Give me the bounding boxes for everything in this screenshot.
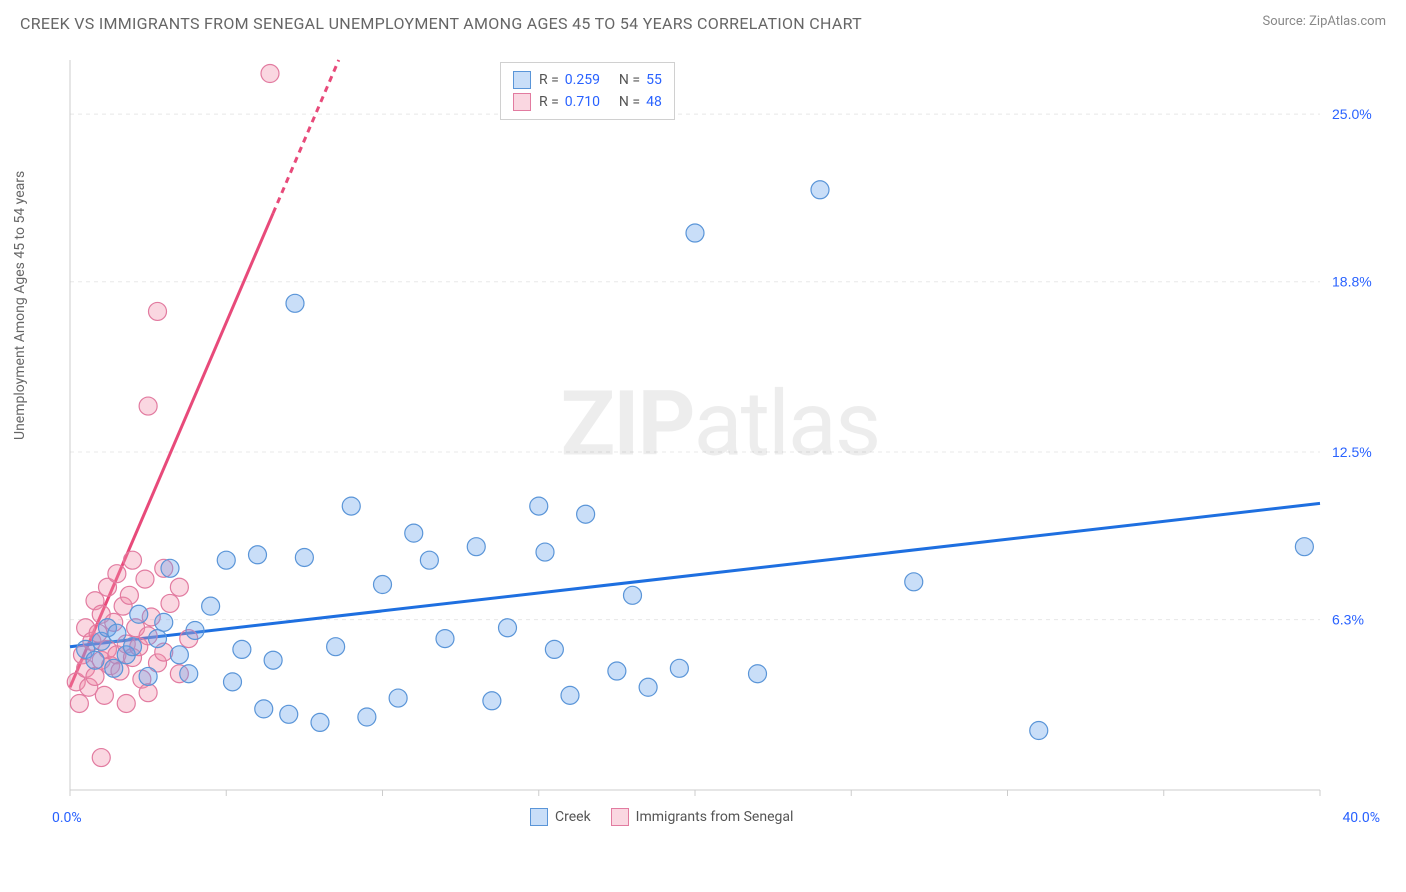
scatter-plot: 6.3%12.5%18.8%25.0% ZIPatlas R =0.259 N … <box>60 50 1380 830</box>
x-axis-max-label: 40.0% <box>1342 810 1380 826</box>
y-axis-label: Unemployment Among Ages 45 to 54 years <box>12 171 28 440</box>
legend-item: Creek <box>530 808 591 826</box>
chart-title: CREEK VS IMMIGRANTS FROM SENEGAL UNEMPLO… <box>20 14 862 33</box>
svg-text:12.5%: 12.5% <box>1332 444 1372 460</box>
stats-legend-row: R =0.259 N =55 <box>513 69 662 91</box>
series-legend: Creek Immigrants from Senegal <box>530 808 793 826</box>
source-attribution: Source: ZipAtlas.com <box>1262 14 1386 29</box>
x-axis-min-label: 0.0% <box>52 810 82 826</box>
svg-text:6.3%: 6.3% <box>1332 612 1364 628</box>
stats-legend: R =0.259 N =55R =0.710 N =48 <box>500 62 675 120</box>
svg-text:18.8%: 18.8% <box>1332 274 1372 290</box>
legend-item: Immigrants from Senegal <box>611 808 794 826</box>
chart-canvas: 6.3% 12.5% 18.8% 25.0% <box>60 50 1380 830</box>
chart-header: CREEK VS IMMIGRANTS FROM SENEGAL UNEMPLO… <box>20 14 1386 33</box>
stats-legend-row: R =0.710 N =48 <box>513 91 662 113</box>
svg-text:25.0%: 25.0% <box>1332 106 1372 122</box>
